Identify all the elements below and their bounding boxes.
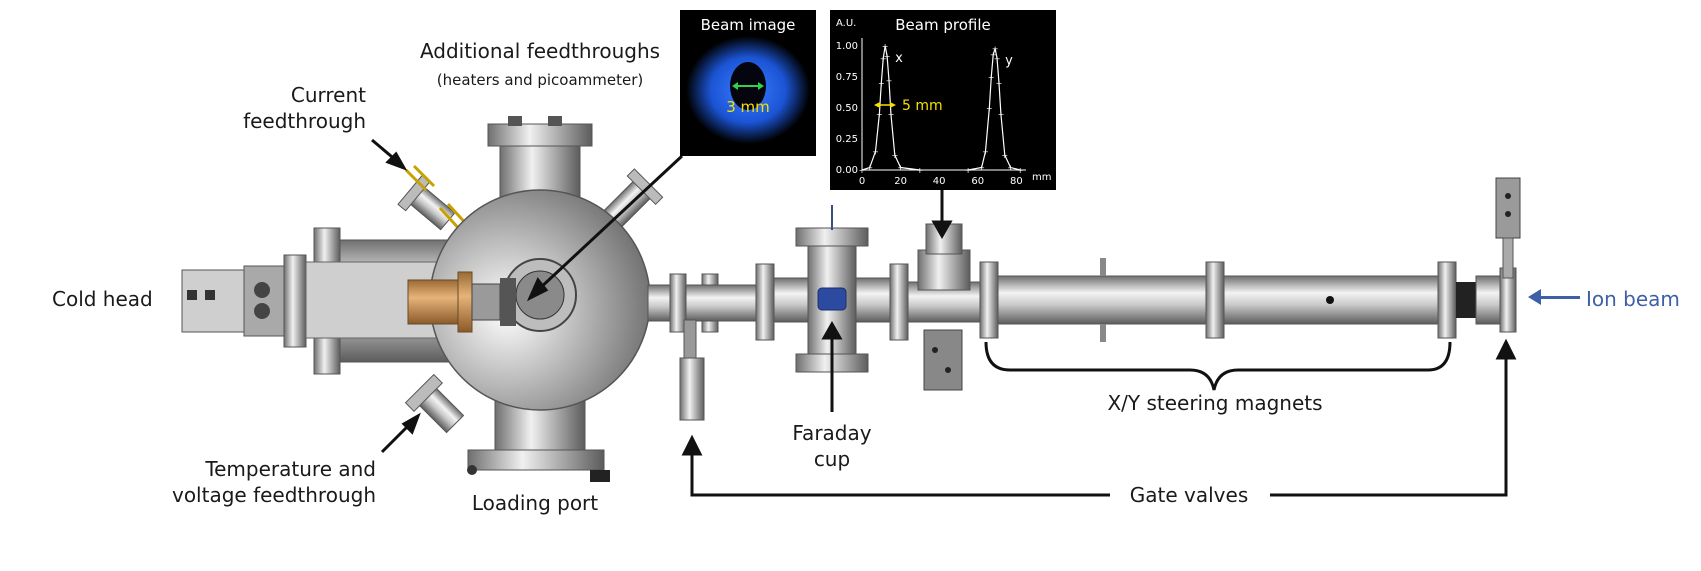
series-line-y bbox=[968, 48, 1021, 171]
current-feedthrough-label-2: feedthrough bbox=[243, 109, 366, 133]
data-point-y: + bbox=[1017, 166, 1024, 175]
data-point-y: + bbox=[986, 104, 993, 113]
x-tick-label: 20 bbox=[894, 176, 907, 187]
data-point-y: + bbox=[994, 54, 1001, 63]
gate-valves-connector bbox=[681, 338, 1517, 497]
data-point-y: + bbox=[982, 147, 989, 156]
y-unit-label: A.U. bbox=[836, 18, 856, 29]
series-line-x bbox=[861, 45, 920, 171]
x-unit-label: mm bbox=[1032, 172, 1051, 183]
x-tick-label: 60 bbox=[971, 176, 984, 187]
current-feedthrough-label-1: Current bbox=[290, 83, 366, 107]
steering-magnets-label: X/Y steering magnets bbox=[1107, 391, 1323, 415]
y-tick-label: 0.50 bbox=[836, 103, 858, 114]
data-point-x: + bbox=[880, 54, 887, 63]
data-point-x: + bbox=[876, 110, 883, 119]
data-point-x: + bbox=[884, 52, 891, 61]
data-point-x: + bbox=[866, 164, 873, 173]
data-point-x: + bbox=[891, 151, 898, 160]
data-point-y: + bbox=[1007, 164, 1014, 173]
data-point-y: + bbox=[992, 44, 999, 53]
main-chamber bbox=[397, 116, 664, 482]
beam-profile-inset: Beam profile A.U. mm 1.00 0.75 0.50 0.25 0.0… bbox=[830, 10, 1056, 190]
ion-beam-label: Ion beam bbox=[1586, 287, 1680, 311]
additional-feedthroughs-label: Additional feedthroughs bbox=[419, 39, 661, 63]
y-tick-label: 0.00 bbox=[836, 165, 858, 176]
beam-image-inset: Beam image 3 mm bbox=[680, 10, 816, 156]
data-point-y: + bbox=[988, 73, 995, 82]
data-point-x: + bbox=[897, 164, 904, 173]
x-tick-label: 80 bbox=[1010, 176, 1023, 187]
gate-valves-label: Gate valves bbox=[1129, 483, 1249, 507]
pointer-arrows bbox=[371, 138, 953, 454]
y-tick-label: 1.00 bbox=[836, 41, 858, 52]
data-point-x: + bbox=[882, 42, 889, 51]
data-point-y: + bbox=[965, 166, 972, 175]
y-tick-label: 0.75 bbox=[836, 72, 858, 83]
data-point-x: + bbox=[917, 166, 924, 175]
beam-profile-title: Beam profile bbox=[895, 16, 991, 34]
steering-magnets-brace bbox=[984, 341, 1452, 391]
data-point-x: + bbox=[878, 79, 885, 88]
beam-image-title: Beam image bbox=[700, 16, 796, 34]
beamline bbox=[647, 177, 1521, 421]
beam-profile-plot: A.U. mm 1.00 0.75 0.50 0.25 0.00 0 20 40 60 80 +… bbox=[836, 18, 1052, 187]
cold-head bbox=[181, 227, 451, 375]
data-point-x: + bbox=[872, 147, 879, 156]
data-point-x: + bbox=[859, 166, 866, 175]
series-y-label: y bbox=[1005, 53, 1013, 68]
x-tick-label: 40 bbox=[933, 176, 946, 187]
y-tick-label: 0.25 bbox=[836, 134, 858, 145]
data-point-x: + bbox=[886, 77, 893, 86]
data-point-x: + bbox=[888, 110, 895, 119]
fwhm-label: 5 mm bbox=[902, 98, 943, 114]
temperature-voltage-label-2: voltage feedthrough bbox=[171, 483, 376, 507]
data-point-y: + bbox=[990, 51, 997, 60]
faraday-cup-label-1: Faraday bbox=[792, 421, 872, 445]
x-tick-label: 0 bbox=[859, 176, 865, 187]
data-point-y: + bbox=[998, 110, 1005, 119]
data-point-y: + bbox=[978, 164, 985, 173]
data-point-y: + bbox=[996, 79, 1003, 88]
beam-size-label: 3 mm bbox=[726, 98, 770, 116]
cold-head-label: Cold head bbox=[52, 287, 153, 311]
beam-image-picture bbox=[686, 36, 810, 144]
series-x-label: x bbox=[895, 51, 903, 66]
ion-beam-arrow-icon bbox=[1528, 289, 1580, 305]
faraday-cup-label-2: cup bbox=[813, 447, 851, 471]
data-point-y: + bbox=[1001, 151, 1008, 160]
additional-feedthroughs-sublabel: (heaters and picoammeter) bbox=[436, 71, 644, 89]
temperature-voltage-label-1: Temperature and bbox=[205, 457, 376, 481]
fwhm-marker: 5 mm bbox=[874, 98, 943, 114]
loading-port-label: Loading port bbox=[471, 491, 599, 515]
